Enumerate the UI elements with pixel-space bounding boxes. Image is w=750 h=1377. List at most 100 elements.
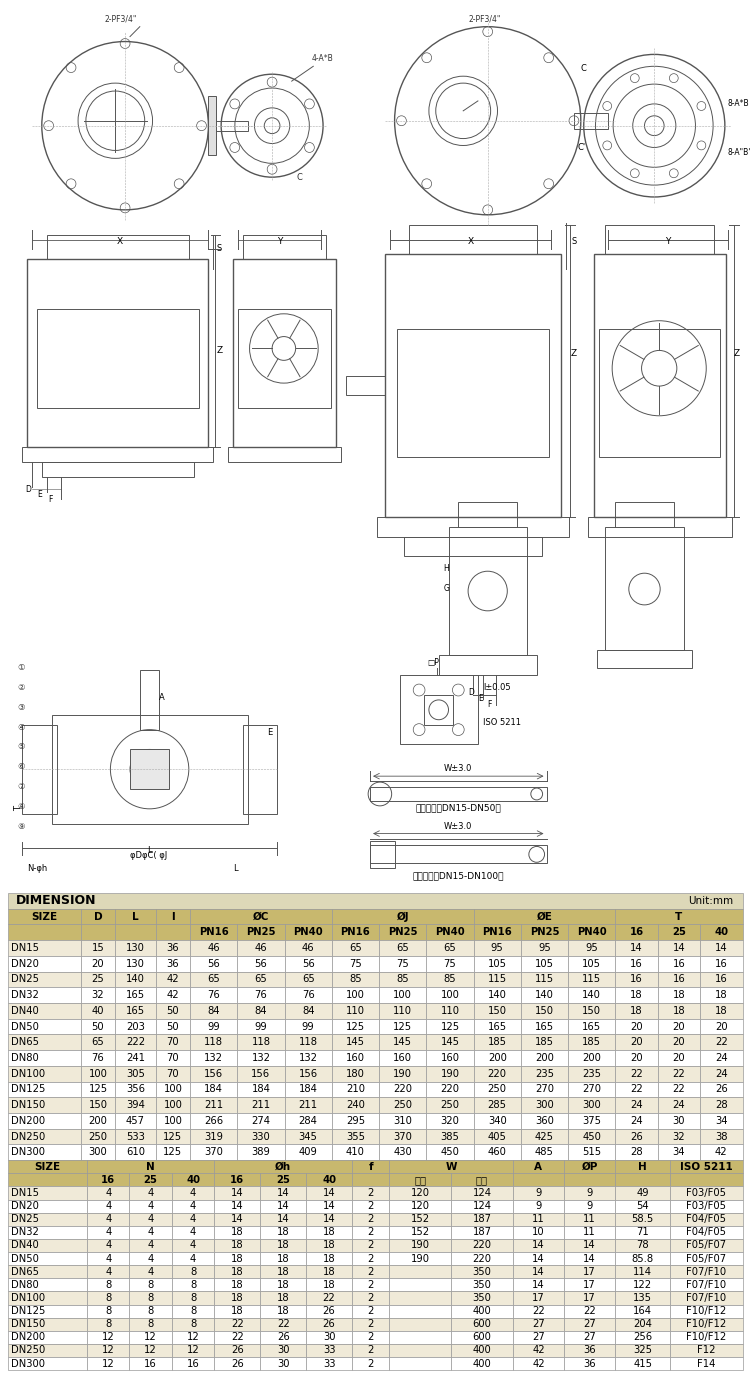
Bar	[616, 1113, 658, 1129]
Text: φDφC( φJ: φDφC( φJ	[130, 851, 167, 861]
Bar	[190, 1002, 237, 1019]
Text: PN40: PN40	[293, 927, 323, 938]
Text: ISO 5211: ISO 5211	[483, 717, 520, 727]
Text: S: S	[571, 237, 576, 246]
Bar	[87, 1330, 130, 1344]
Bar	[520, 1129, 568, 1144]
Text: 319: 319	[204, 1132, 224, 1142]
Bar	[520, 1097, 568, 1113]
Text: ⑧: ⑧	[17, 801, 25, 811]
Bar	[190, 987, 237, 1002]
Text: 70: 70	[166, 1069, 179, 1078]
Bar	[379, 1081, 426, 1097]
Text: 33: 33	[322, 1345, 335, 1355]
Text: DN20: DN20	[11, 958, 39, 968]
Bar	[568, 1066, 616, 1081]
Bar	[260, 1252, 306, 1265]
Bar	[190, 1129, 237, 1144]
Bar	[564, 1239, 615, 1252]
Text: 46: 46	[207, 943, 220, 953]
Bar	[156, 1002, 190, 1019]
Bar	[190, 940, 237, 956]
Text: 58.5: 58.5	[632, 1215, 654, 1224]
Bar	[352, 1265, 389, 1278]
Text: C: C	[580, 65, 586, 73]
Bar	[284, 940, 332, 956]
Text: 125: 125	[88, 1085, 107, 1095]
Text: F: F	[488, 700, 492, 709]
Bar	[115, 1113, 156, 1129]
Text: 95: 95	[490, 943, 503, 953]
Bar	[130, 1292, 172, 1304]
Text: 16: 16	[630, 958, 643, 968]
Bar	[700, 1113, 742, 1129]
Bar	[670, 1304, 742, 1318]
Text: 76: 76	[207, 990, 220, 1000]
Text: Z: Z	[571, 348, 578, 358]
Text: 14: 14	[231, 1201, 244, 1212]
Text: 18: 18	[231, 1293, 244, 1303]
Text: 284: 284	[298, 1115, 317, 1126]
Text: 235: 235	[582, 1069, 602, 1078]
Bar	[306, 1265, 352, 1278]
Bar	[156, 1113, 190, 1129]
Bar	[700, 1002, 742, 1019]
Bar	[8, 1144, 81, 1161]
Bar	[214, 1278, 260, 1292]
Bar	[81, 940, 115, 956]
Bar	[8, 909, 81, 924]
Bar	[260, 1239, 306, 1252]
Text: 8: 8	[148, 1319, 154, 1329]
Bar	[8, 1199, 87, 1213]
Text: 160: 160	[346, 1053, 365, 1063]
Text: 125: 125	[346, 1022, 365, 1031]
Text: 8: 8	[105, 1293, 111, 1303]
Text: 118: 118	[204, 1037, 224, 1048]
Text: F10/F12: F10/F12	[686, 1305, 727, 1316]
Bar	[233, 259, 336, 448]
Text: 24: 24	[673, 1100, 686, 1110]
Bar	[410, 224, 537, 255]
Bar	[564, 1213, 615, 1226]
Text: 36: 36	[166, 958, 179, 968]
Bar	[616, 972, 658, 987]
Bar	[513, 1330, 564, 1344]
Bar	[564, 1344, 615, 1356]
Bar	[700, 1081, 742, 1097]
Bar	[564, 1265, 615, 1278]
Text: 18: 18	[630, 990, 643, 1000]
Bar	[658, 1002, 700, 1019]
Text: 389: 389	[251, 1147, 270, 1157]
Text: ⑦: ⑦	[17, 782, 25, 790]
Text: 18: 18	[231, 1305, 244, 1316]
Bar	[172, 1356, 214, 1370]
Text: 14: 14	[532, 1279, 544, 1290]
Bar	[379, 1097, 426, 1113]
Text: 12: 12	[187, 1345, 200, 1355]
Bar	[260, 1278, 306, 1292]
Text: 铸造: 铸造	[476, 1175, 488, 1184]
Bar	[190, 924, 237, 940]
Bar	[8, 1187, 87, 1199]
Bar	[8, 1252, 87, 1265]
Bar	[237, 1081, 284, 1097]
Text: 65: 65	[443, 943, 456, 953]
Text: PN16: PN16	[340, 927, 370, 938]
Text: 18: 18	[322, 1279, 335, 1290]
Bar	[237, 972, 284, 987]
Text: DN100: DN100	[11, 1293, 46, 1303]
Bar	[115, 1066, 156, 1081]
Bar	[190, 1034, 237, 1051]
Bar	[670, 1278, 742, 1292]
Text: ①: ①	[17, 664, 25, 672]
Text: 33: 33	[322, 1359, 335, 1369]
Bar	[615, 1318, 670, 1330]
Bar	[260, 1356, 306, 1370]
Text: 50: 50	[166, 1022, 179, 1031]
Bar	[520, 1019, 568, 1034]
Text: 26: 26	[277, 1333, 290, 1343]
Bar	[700, 1019, 742, 1034]
Bar	[352, 1356, 389, 1370]
Bar	[513, 1265, 564, 1278]
Text: L: L	[147, 847, 152, 855]
